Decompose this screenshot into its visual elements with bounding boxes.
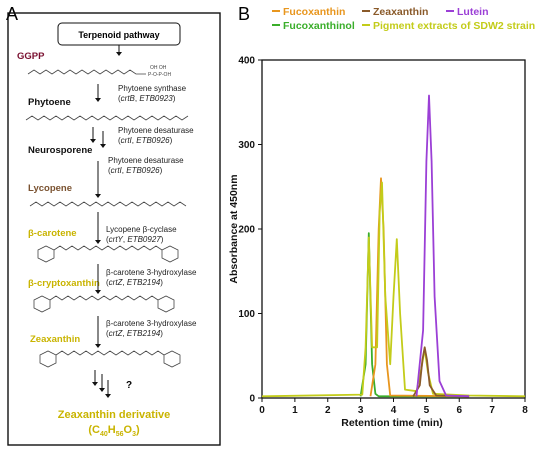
svg-text:(crtY, ETB0927): (crtY, ETB0927) [106,235,164,244]
lycopene-structure [29,201,187,207]
compound-ggpp: GGPP [17,51,45,62]
x-tick-label: 6 [456,405,462,416]
zeaxanthin-structure [39,350,181,368]
x-axis: 0 1 2 3 4 5 6 7 8 [259,398,528,416]
svg-text:Phytoene desaturase: Phytoene desaturase [108,156,184,165]
x-tick-label: 2 [325,405,331,416]
svg-text:(crtZ, ETB2194): (crtZ, ETB2194) [106,329,163,338]
x-axis-label: Retention time (min) [341,417,443,429]
arrowhead-0 [116,52,122,56]
compound-lycopene: Lycopene [28,183,72,194]
compound-phytoene: Phytoene [28,97,71,108]
compound-neurosporene: Neurosporene [28,145,92,156]
ggpp-phosphate-2: P-O-P-OH [148,72,171,78]
svg-text:β-carotene 3-hydroxylase: β-carotene 3-hydroxylase [106,268,197,277]
x-tick-label: 0 [259,405,265,416]
unknown-step-mark: ? [126,380,132,391]
svg-text:β-carotene 3-hydroxylase: β-carotene 3-hydroxylase [106,319,197,328]
plot-series [261,94,526,398]
svg-text:(crtI, ETB0926): (crtI, ETB0926) [108,166,163,175]
panel-a-letter: A [6,4,18,24]
svg-text:Phytoene synthase: Phytoene synthase [118,84,187,93]
series-line-lutein [415,94,470,398]
svg-text:Lutein: Lutein [457,6,489,18]
plot-frame [261,59,526,399]
legend-item-fucoxanthinol: Fucoxanthinol [272,20,355,32]
series-line-pigment-extracts-of-sdw2-strain [261,181,526,398]
x-tick-label: 4 [391,405,397,416]
panel-b: B Fucoxanthin Zeaxanthin Lutein Fucoxant… [228,4,535,429]
svg-text:Pigment extracts of SDW2 strai: Pigment extracts of SDW2 strain [373,20,535,32]
legend: Fucoxanthin Zeaxanthin Lutein Fucoxanthi… [272,6,535,32]
derivative-name: Zeaxanthin derivative [58,409,171,421]
step-arrows [90,84,111,398]
x-tick-label: 8 [522,405,528,416]
y-axis: 0 100 200 300 400 [238,56,262,405]
y-axis-label: Absorbance at 450nm [228,174,240,283]
x-tick-label: 5 [424,405,430,416]
panel-b-letter: B [238,4,250,24]
panel-a: A Terpenoid pathway GGPP Phytoene Neuros… [6,4,221,446]
panel-a-frame [7,12,221,446]
derivative-formula: (C40H56O3) [88,424,140,438]
series-line-fucoxanthinol [359,232,470,398]
pathway-box-label: Terpenoid pathway [78,30,159,40]
enzyme-step-2: Phytoene desaturase (crtI, ETB0926) [118,126,194,145]
svg-text:Phytoene desaturase: Phytoene desaturase [118,126,194,135]
y-tick-label: 0 [249,394,255,405]
ggpp-structure [27,69,146,75]
enzyme-step-5: β-carotene 3-hydroxylase (crtZ, ETB2194) [106,268,197,287]
svg-text:Lycopene β-cyclase: Lycopene β-cyclase [106,225,177,234]
compound-beta-cryptoxanthin: β-cryptoxanthin [28,278,100,289]
svg-text:Fucoxanthinol: Fucoxanthinol [283,20,355,32]
enzyme-step-3: Phytoene desaturase (crtI, ETB0926) [108,156,184,175]
legend-item-fucoxanthin: Fucoxanthin [272,6,345,18]
series-line-zeaxanthin [412,346,470,398]
y-tick-label: 200 [238,225,255,236]
svg-text:(crtB, ETB0923): (crtB, ETB0923) [118,94,176,103]
x-tick-label: 7 [489,405,495,416]
svg-text:(crtZ, ETB2194): (crtZ, ETB2194) [106,278,163,287]
y-tick-label: 100 [238,309,255,320]
enzyme-step-6: β-carotene 3-hydroxylase (crtZ, ETB2194) [106,319,197,338]
beta-carotene-structure [37,245,179,263]
y-tick-label: 300 [238,140,255,151]
beta-cryptoxanthin-structure [33,295,175,313]
legend-item-zeaxanthin: Zeaxanthin [362,6,428,18]
ggpp-phosphate: OH OH [150,65,167,71]
compound-zeaxanthin: Zeaxanthin [30,334,80,345]
svg-text:Fucoxanthin: Fucoxanthin [283,6,345,18]
y-tick-label: 400 [238,56,255,67]
legend-item-sdw2-extract: Pigment extracts of SDW2 strain [362,20,535,32]
legend-item-lutein: Lutein [446,6,489,18]
enzyme-step-4: Lycopene β-cyclase (crtY, ETB0927) [106,225,177,244]
svg-text:(crtI, ETB0926): (crtI, ETB0926) [118,136,173,145]
x-tick-label: 1 [292,405,298,416]
compound-beta-carotene: β-carotene [28,228,77,239]
svg-text:Zeaxanthin: Zeaxanthin [373,6,428,18]
x-tick-label: 3 [358,405,364,416]
phytoene-structure [25,115,189,121]
enzyme-step-1: Phytoene synthase (crtB, ETB0923) [118,84,187,103]
